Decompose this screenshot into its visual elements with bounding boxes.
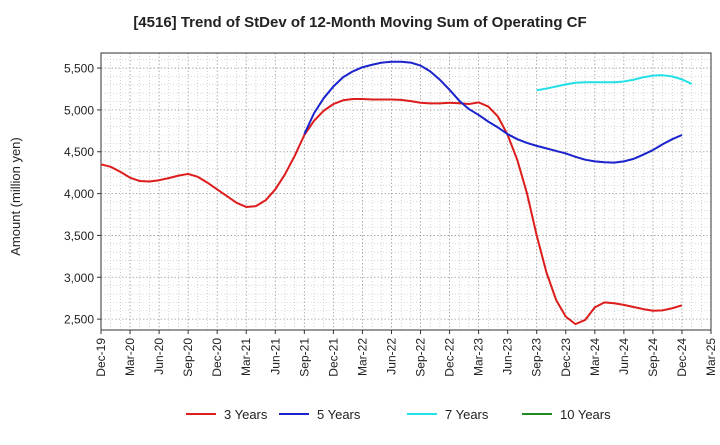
- x-tick-label: Dec-19: [94, 338, 108, 377]
- x-tick-label: Jun-22: [384, 338, 398, 375]
- x-tick-label: Jun-24: [617, 338, 631, 375]
- y-tick-label: 5,000: [64, 103, 94, 117]
- x-tick-label: Dec-21: [326, 338, 340, 377]
- x-tick-label: Sep-20: [181, 338, 195, 377]
- y-tick-label: 4,000: [64, 187, 94, 201]
- y-tick-label: 3,000: [64, 271, 94, 285]
- x-tick-label: Jun-23: [501, 338, 515, 375]
- x-tick-label: Mar-23: [472, 338, 486, 376]
- x-tick-label: Jun-20: [152, 338, 166, 375]
- chart-title: [4516] Trend of StDev of 12-Month Moving…: [133, 14, 587, 31]
- x-tick-label: Dec-23: [559, 338, 573, 377]
- series-line-5-years: [303, 60, 683, 164]
- x-tick-label: Sep-21: [297, 338, 311, 377]
- x-tick-label: Mar-24: [588, 338, 602, 376]
- y-tick-label: 2,500: [64, 313, 94, 327]
- legend-label: 3 Years: [224, 407, 268, 422]
- x-tick-label: Jun-21: [268, 338, 282, 375]
- series-line-3-years: [100, 98, 683, 326]
- x-tick-label: Dec-24: [675, 338, 689, 377]
- legend-label: 5 Years: [317, 407, 361, 422]
- x-tick-label: Mar-22: [355, 338, 369, 376]
- x-tick-label: Dec-20: [210, 338, 224, 377]
- x-tick-label: Sep-23: [530, 338, 544, 377]
- y-axis-label: Amount (million yen): [8, 137, 23, 256]
- y-tick-label: 3,500: [64, 229, 94, 243]
- x-tick-label: Mar-25: [704, 338, 718, 376]
- plot-area: [100, 52, 712, 331]
- legend-label: 10 Years: [560, 407, 611, 422]
- legend-label: 7 Years: [445, 407, 489, 422]
- series-line-7-years: [536, 74, 693, 92]
- x-tick-label: Mar-20: [123, 338, 137, 376]
- y-tick-label: 4,500: [64, 145, 94, 159]
- x-tick-label: Dec-22: [443, 338, 457, 377]
- x-tick-label: Sep-24: [646, 338, 660, 377]
- x-tick-label: Mar-21: [239, 338, 253, 376]
- x-tick-label: Sep-22: [414, 338, 428, 377]
- y-tick-label: 5,500: [64, 62, 94, 76]
